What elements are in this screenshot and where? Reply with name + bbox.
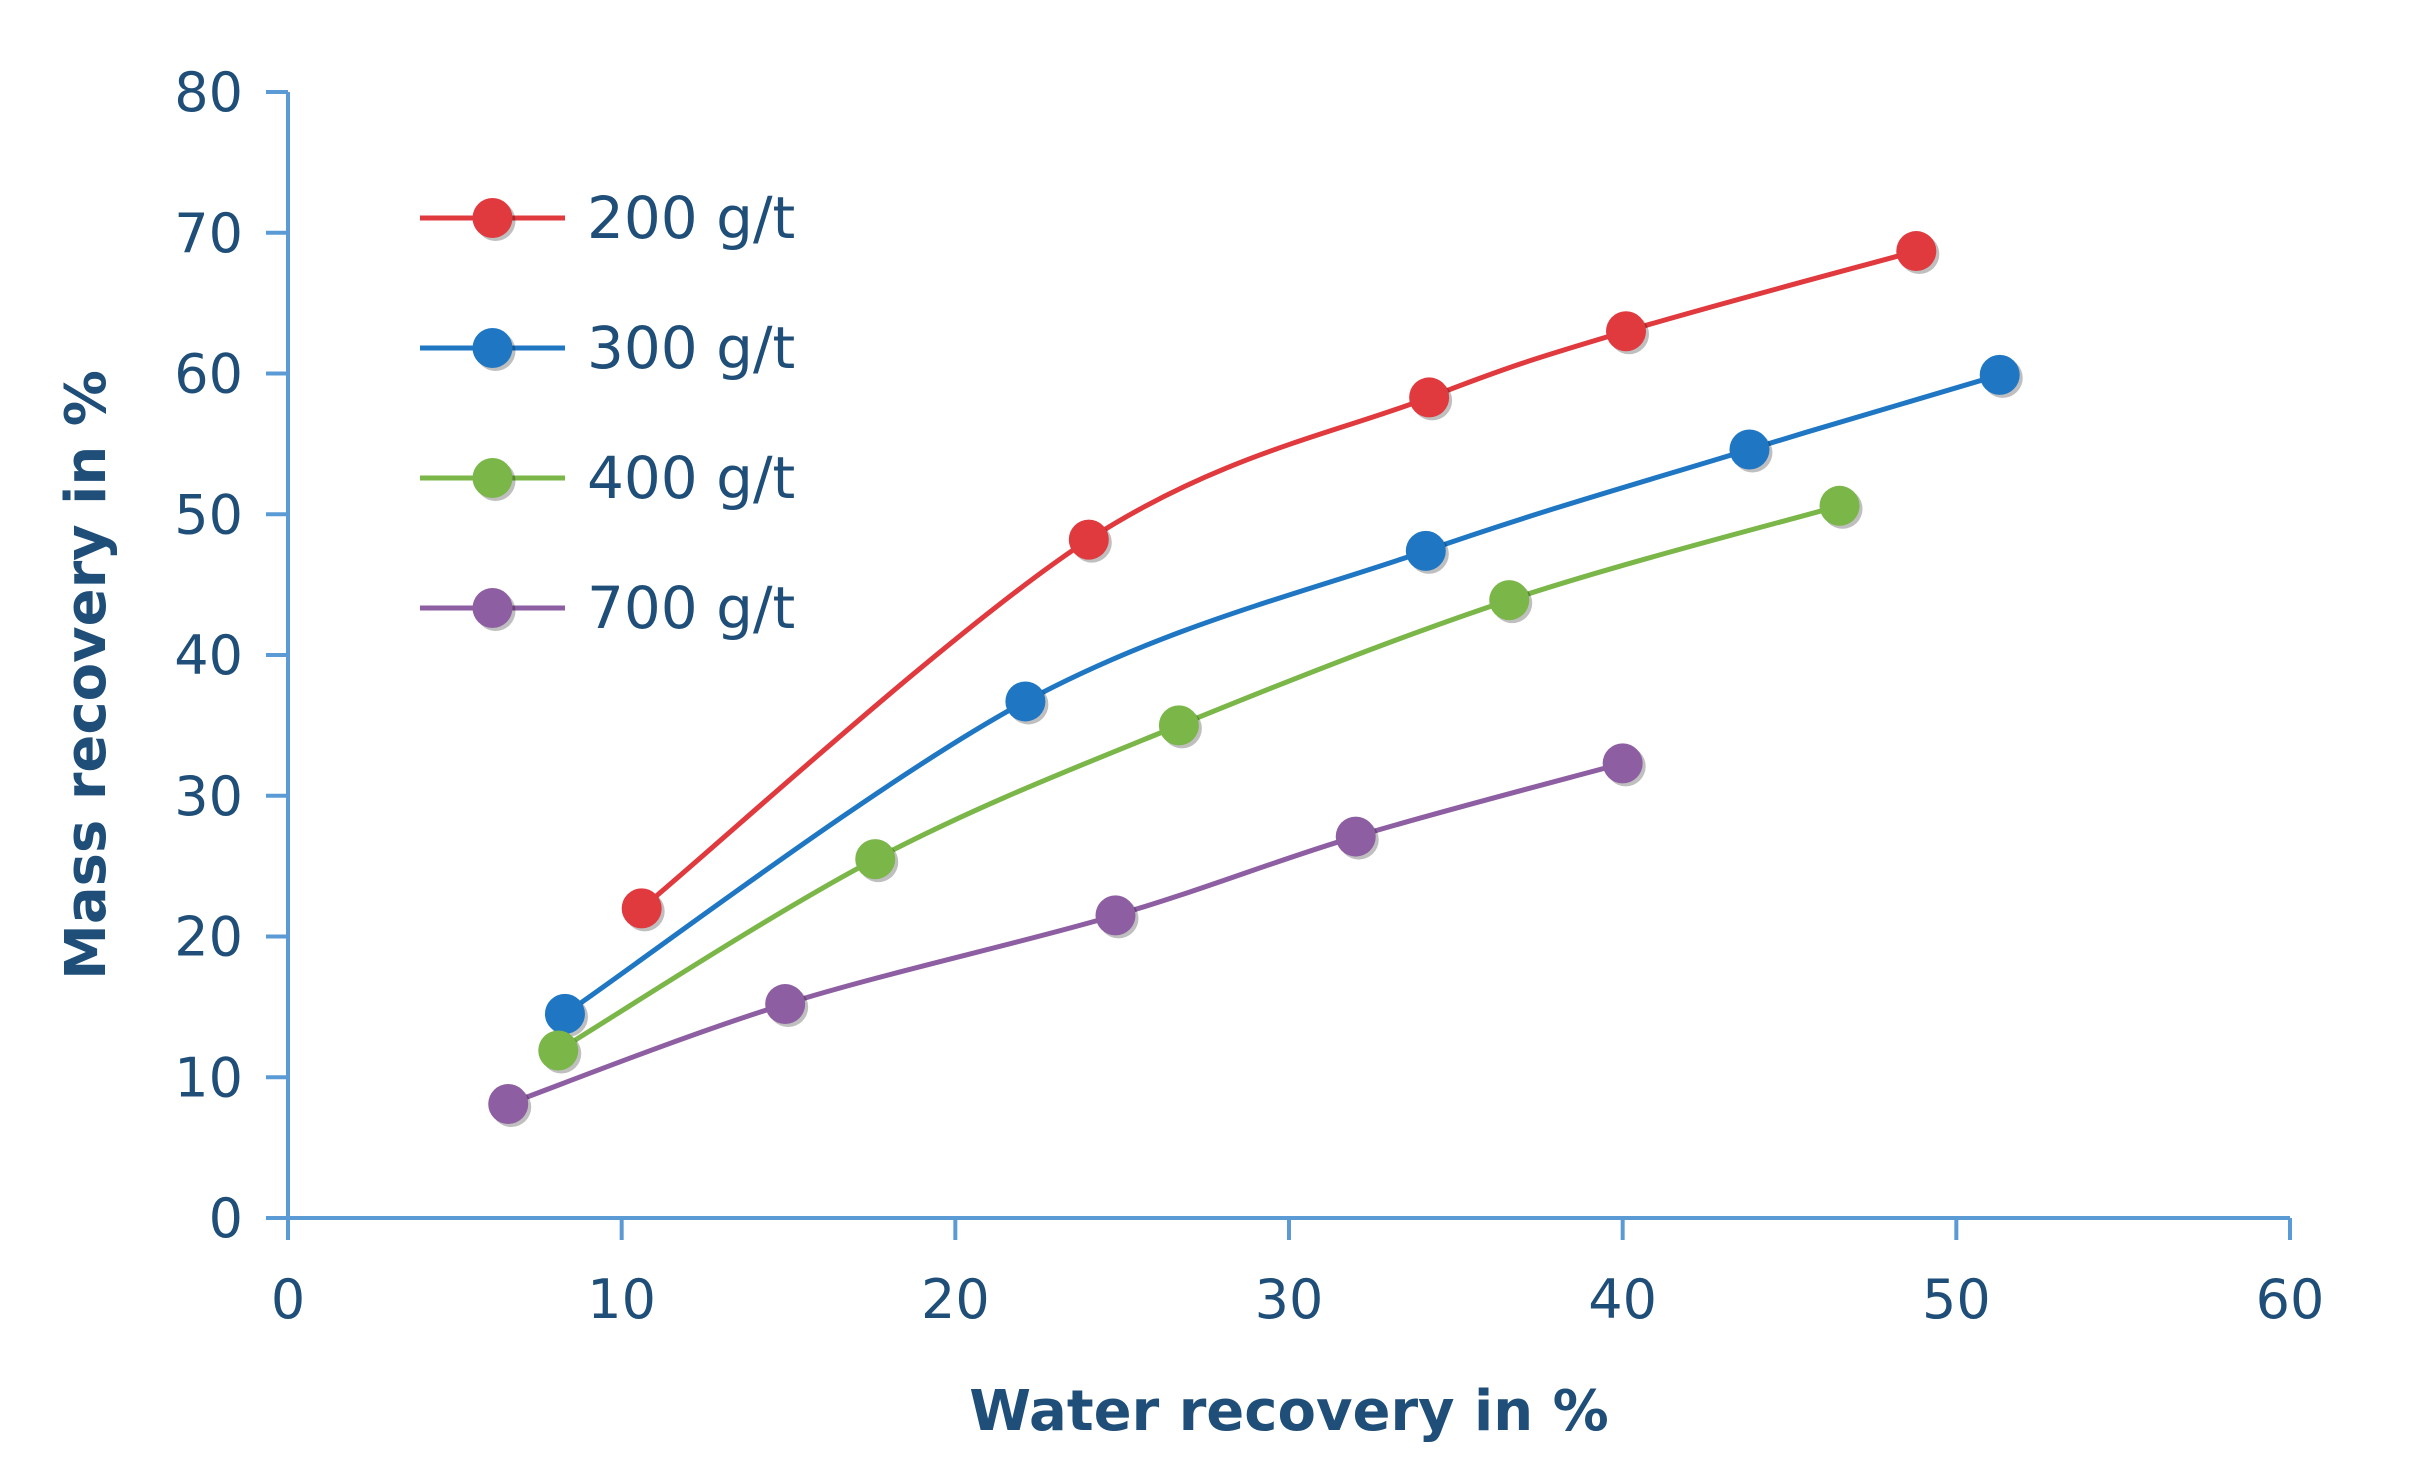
data-point bbox=[1335, 816, 1376, 857]
data-point bbox=[1819, 485, 1860, 526]
data-point bbox=[1005, 681, 1046, 722]
x-tick-label: 10 bbox=[587, 1268, 656, 1331]
y-tick-label: 40 bbox=[174, 624, 243, 687]
y-axis-title: Mass recovery in % bbox=[54, 370, 119, 980]
series-400-g-t bbox=[538, 485, 1863, 1074]
y-ticks: 0 10 20 30 40 50 60 70 80 bbox=[174, 61, 288, 1250]
data-point bbox=[1602, 743, 1643, 784]
data-point bbox=[1606, 311, 1647, 352]
legend: 200 g/t 300 g/t 400 g/t 700 g/t bbox=[420, 184, 795, 642]
y-tick-label: 20 bbox=[174, 906, 243, 969]
legend-marker bbox=[472, 458, 513, 498]
series-group bbox=[488, 231, 2023, 1127]
data-point bbox=[488, 1083, 529, 1124]
y-tick-label: 0 bbox=[209, 1187, 243, 1250]
x-tick-label: 0 bbox=[271, 1268, 305, 1331]
data-point bbox=[1095, 895, 1136, 936]
data-point bbox=[855, 839, 896, 880]
x-tick-label: 20 bbox=[921, 1268, 990, 1331]
legend-marker bbox=[472, 198, 513, 238]
x-tick-label: 40 bbox=[1588, 1268, 1657, 1331]
y-tick-label: 10 bbox=[174, 1046, 243, 1109]
legend-item: 300 g/t bbox=[420, 314, 795, 382]
axes bbox=[286, 92, 2290, 1220]
series-line bbox=[640, 248, 1917, 911]
data-point bbox=[765, 984, 806, 1025]
data-point bbox=[544, 993, 585, 1034]
x-axis-title: Water recovery in % bbox=[969, 1379, 1608, 1444]
y-tick-label: 70 bbox=[174, 202, 243, 265]
series-200-g-t bbox=[621, 231, 1940, 932]
data-point bbox=[1489, 580, 1530, 621]
legend-item: 200 g/t bbox=[420, 184, 795, 252]
series-700-g-t bbox=[488, 743, 1646, 1127]
legend-label: 400 g/t bbox=[587, 444, 795, 512]
x-tick-label: 30 bbox=[1255, 1268, 1324, 1331]
legend-marker bbox=[472, 328, 513, 368]
legend-item: 700 g/t bbox=[420, 574, 795, 642]
x-tick-label: 60 bbox=[2256, 1268, 2325, 1331]
data-point bbox=[1405, 530, 1446, 571]
x-tick-label: 50 bbox=[1922, 1268, 1991, 1331]
data-point bbox=[1729, 429, 1770, 470]
series-300-g-t bbox=[544, 354, 2023, 1037]
data-point bbox=[621, 888, 662, 929]
y-tick-label: 30 bbox=[174, 765, 243, 828]
data-point bbox=[1068, 519, 1109, 560]
legend-marker bbox=[472, 588, 513, 628]
data-point bbox=[1979, 354, 2020, 395]
legend-label: 300 g/t bbox=[587, 314, 795, 382]
x-ticks: 0 10 20 30 40 50 60 bbox=[271, 1218, 2325, 1331]
legend-label: 200 g/t bbox=[587, 184, 795, 252]
y-tick-label: 60 bbox=[174, 343, 243, 406]
data-point bbox=[1896, 231, 1937, 272]
data-point bbox=[1158, 705, 1199, 746]
legend-label: 700 g/t bbox=[587, 574, 795, 642]
data-point bbox=[538, 1030, 579, 1071]
y-tick-label: 80 bbox=[174, 61, 243, 124]
data-point bbox=[1409, 377, 1450, 418]
y-tick-label: 50 bbox=[174, 483, 243, 546]
legend-item: 400 g/t bbox=[420, 444, 795, 512]
series-line bbox=[563, 372, 2001, 1016]
